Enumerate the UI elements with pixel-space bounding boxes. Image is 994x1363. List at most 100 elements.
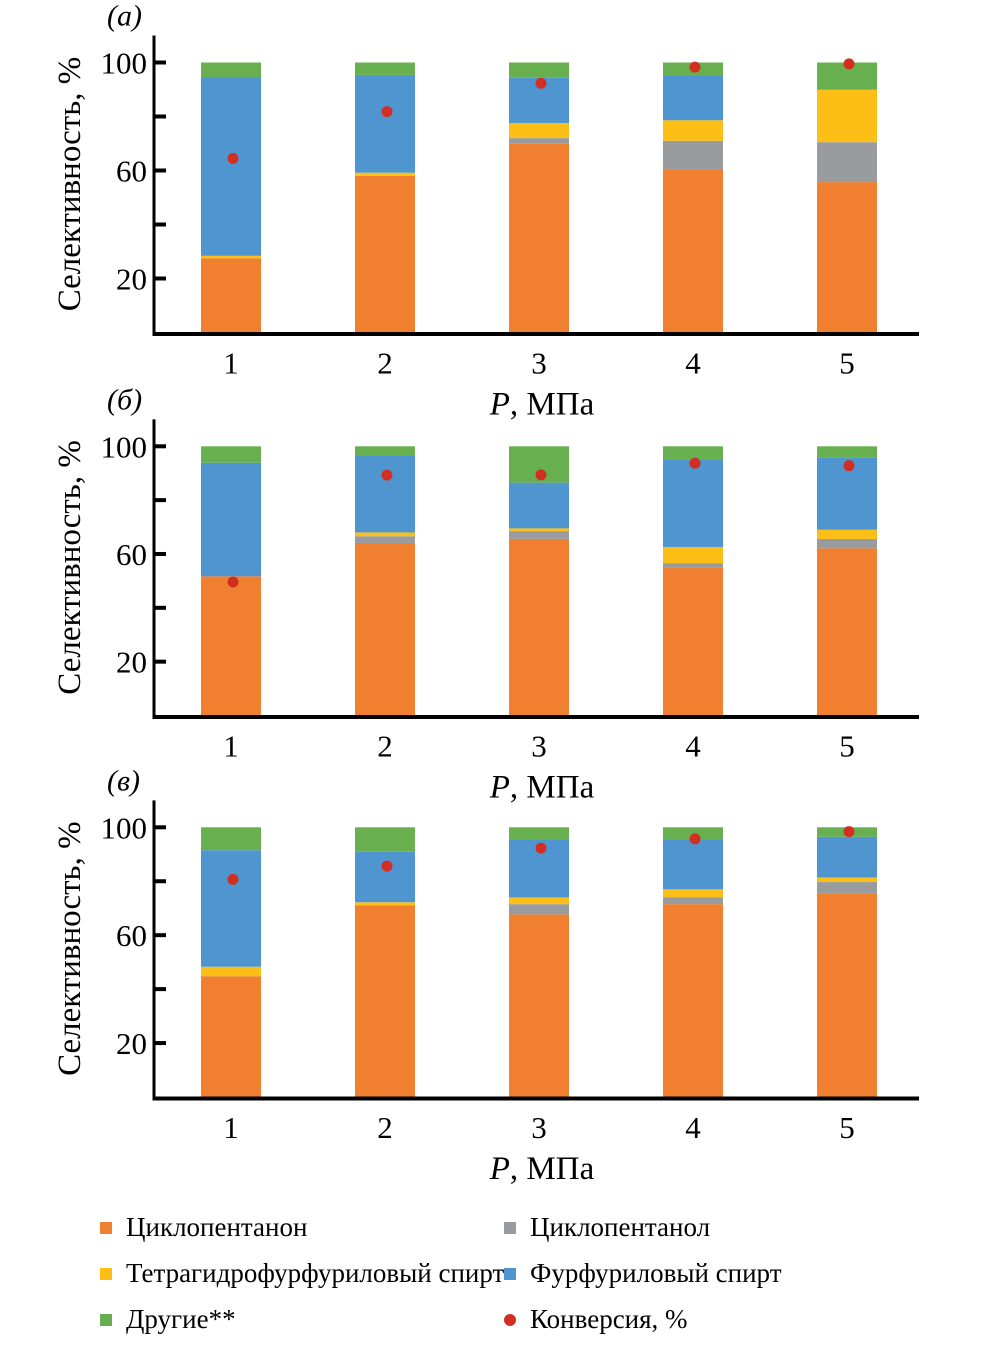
bar-segment	[355, 542, 415, 716]
legend: Циклопентанон Циклопентанол Тетрагидрофу…	[100, 1212, 960, 1342]
y-tick-label: 100	[101, 810, 148, 845]
x-tick-label: 3	[531, 346, 547, 381]
bar-segment	[355, 175, 415, 333]
x-tick-label: 4	[685, 346, 701, 381]
conversion-point	[689, 833, 701, 845]
legend-swatch-furfuryl	[504, 1267, 516, 1280]
y-tick-label: 100	[101, 429, 148, 464]
bar-segment	[355, 536, 415, 543]
bar-segment	[201, 258, 261, 333]
x-tick-label: 2	[377, 729, 393, 764]
bar-segment	[201, 827, 261, 851]
x-tick-label: 1	[223, 1110, 239, 1145]
bar-segment	[355, 905, 415, 1097]
bar-segment	[663, 567, 723, 716]
bar-segment	[509, 538, 569, 716]
bar-segment	[817, 446, 877, 458]
panel-label: (б)	[107, 383, 142, 416]
bar-segment	[817, 882, 877, 894]
legend-item-thfa: Тетрагидрофурфуриловый спирт	[100, 1258, 504, 1289]
conversion-point	[227, 152, 239, 164]
bar-segment	[663, 839, 723, 890]
bar-segment	[509, 482, 569, 529]
bar-segment	[355, 62, 415, 75]
bar-segment	[201, 462, 261, 577]
bar-segment	[201, 255, 261, 259]
conversion-point	[227, 873, 239, 885]
conversion-point	[227, 576, 239, 588]
y-axis-label: Селективность, %	[52, 57, 88, 312]
bar-segment	[663, 169, 723, 333]
legend-label: Тетрагидрофурфуриловый спирт	[126, 1258, 505, 1288]
bar-segment	[663, 546, 723, 564]
panel-label: (в)	[107, 764, 140, 797]
bar-segment	[817, 89, 877, 143]
bar-segment	[201, 576, 261, 716]
conversion-point	[381, 469, 393, 481]
bar-segment	[509, 897, 569, 905]
conversion-point	[381, 106, 393, 118]
legend-dot-conversion	[504, 1313, 516, 1326]
bar-segment	[817, 142, 877, 183]
y-tick-label: 20	[116, 262, 147, 297]
bar-segment	[201, 850, 261, 967]
x-tick-label: 4	[685, 1110, 701, 1145]
bar-segment	[663, 120, 723, 141]
bar-segment	[509, 904, 569, 915]
conversion-point	[535, 842, 547, 854]
legend-swatch-others	[100, 1313, 112, 1326]
bar-segment	[509, 531, 569, 539]
x-axis-label: P, МПа	[489, 387, 595, 423]
legend-swatch-cyclopentanone	[100, 1221, 112, 1234]
bar-segment	[509, 62, 569, 78]
x-tick-label: 5	[839, 346, 855, 381]
x-tick-label: 2	[377, 1110, 393, 1145]
bar-segment	[201, 966, 261, 977]
y-tick-label: 60	[116, 918, 147, 953]
bar-segment	[817, 529, 877, 539]
bar-segment	[663, 446, 723, 461]
bar-segment	[355, 532, 415, 537]
x-tick-label: 1	[223, 346, 239, 381]
conversion-point	[381, 860, 393, 872]
bar-segment	[509, 122, 569, 139]
conversion-point	[843, 826, 855, 838]
bar-segment	[817, 877, 877, 883]
x-tick-label: 2	[377, 346, 393, 381]
bar-segment	[509, 914, 569, 1097]
conversion-point	[689, 61, 701, 73]
x-tick-label: 3	[531, 1110, 547, 1145]
bar-segment	[201, 446, 261, 463]
conversion-point	[843, 460, 855, 472]
legend-item-conversion: Конверсия, %	[504, 1304, 688, 1335]
bar-segment	[355, 446, 415, 456]
panel-label: (а)	[107, 0, 142, 33]
y-axis-label: Селективность, %	[52, 440, 88, 695]
x-tick-label: 5	[839, 729, 855, 764]
bar-segment	[663, 76, 723, 121]
bar-segment	[355, 851, 415, 903]
legend-label: Циклопентанон	[126, 1212, 308, 1242]
conversion-point	[843, 58, 855, 70]
legend-item-furfuryl: Фурфуриловый спирт	[504, 1258, 782, 1289]
bar-segment	[355, 827, 415, 852]
bar-segment	[201, 62, 261, 78]
bar-segment	[355, 172, 415, 176]
bar-segment	[201, 976, 261, 1097]
y-axis-label: Селективность, %	[52, 821, 88, 1076]
bar-segment	[663, 904, 723, 1097]
bar-segment	[663, 140, 723, 170]
conversion-point	[535, 469, 547, 481]
bar-segment	[355, 74, 415, 173]
bar-segment	[663, 827, 723, 840]
legend-label: Циклопентанол	[530, 1212, 711, 1242]
bar-segment	[817, 893, 877, 1097]
legend-swatch-thfa	[100, 1267, 112, 1280]
bar-segment	[817, 182, 877, 333]
x-tick-label: 1	[223, 729, 239, 764]
bar-segment	[817, 548, 877, 716]
bar-segment	[663, 563, 723, 568]
x-tick-label: 5	[839, 1110, 855, 1145]
bar-segment	[509, 138, 569, 144]
